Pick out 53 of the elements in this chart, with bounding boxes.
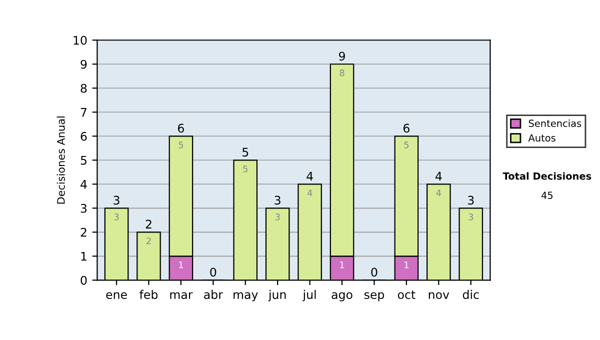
y-tick-label: 2: [80, 228, 86, 237]
data-label: 5: [178, 142, 184, 148]
total-label: 0: [210, 268, 216, 277]
x-tick-label: feb: [140, 290, 158, 300]
total-label: 3: [468, 196, 474, 205]
data-label: 8: [340, 69, 344, 76]
data-label: 2: [146, 237, 151, 244]
data-label: 1: [179, 262, 183, 268]
x-tick-label: sep: [364, 292, 384, 302]
total-label: 3: [274, 196, 280, 205]
y-tick-label: 3: [80, 204, 87, 213]
total-label: 3: [114, 196, 120, 205]
y-tick-label: 8: [80, 84, 87, 93]
y-tick-label: 5: [80, 156, 86, 165]
y-tick-label: 6: [80, 132, 87, 141]
x-tick-label: mar: [170, 292, 193, 300]
data-label: 3: [468, 213, 474, 220]
x-tick-label: ene: [106, 292, 127, 300]
x-tick-label: ago: [332, 292, 352, 302]
x-tick-label: nov: [428, 292, 450, 300]
total-label: 5: [242, 148, 248, 157]
text: Total Decisiones: [502, 172, 592, 180]
y-tick-label: 4: [80, 180, 87, 189]
x-tick-label: may: [234, 292, 258, 302]
x-tick-label: dic: [462, 290, 479, 300]
total-label: 2: [146, 220, 152, 228]
total-label: 0: [371, 268, 378, 277]
total-label: 4: [435, 172, 442, 180]
y-axis-title: Decisiones Anual: [56, 116, 65, 204]
y-tick-label: 9: [80, 60, 87, 69]
total-label: 4: [306, 172, 313, 180]
data-label: 3: [275, 213, 280, 220]
data-label: 5: [404, 142, 409, 148]
total-label: 9: [339, 52, 345, 61]
legend-label: Sentencias: [528, 119, 582, 128]
data-label: 3: [114, 213, 119, 220]
x-tick-label: oct: [398, 290, 416, 300]
total-label: 6: [404, 124, 410, 133]
y-tick-label: 10: [74, 36, 87, 45]
y-tick-label: 7: [80, 108, 86, 117]
y-tick-label: 1: [81, 252, 86, 261]
x-tick-label: jun: [268, 290, 286, 302]
data-label: 4: [436, 190, 442, 196]
data-label: 1: [340, 262, 344, 268]
total-label: 6: [178, 124, 184, 133]
data-label: 4: [307, 190, 312, 196]
data-label: 5: [243, 166, 248, 172]
text: 45: [541, 192, 553, 199]
x-tick-label: abr: [204, 290, 223, 300]
x-tick-label: jul: [302, 290, 316, 302]
legend-label: Autos: [528, 134, 556, 142]
data-label: 1: [404, 262, 408, 268]
y-tick-label: 0: [80, 276, 87, 285]
